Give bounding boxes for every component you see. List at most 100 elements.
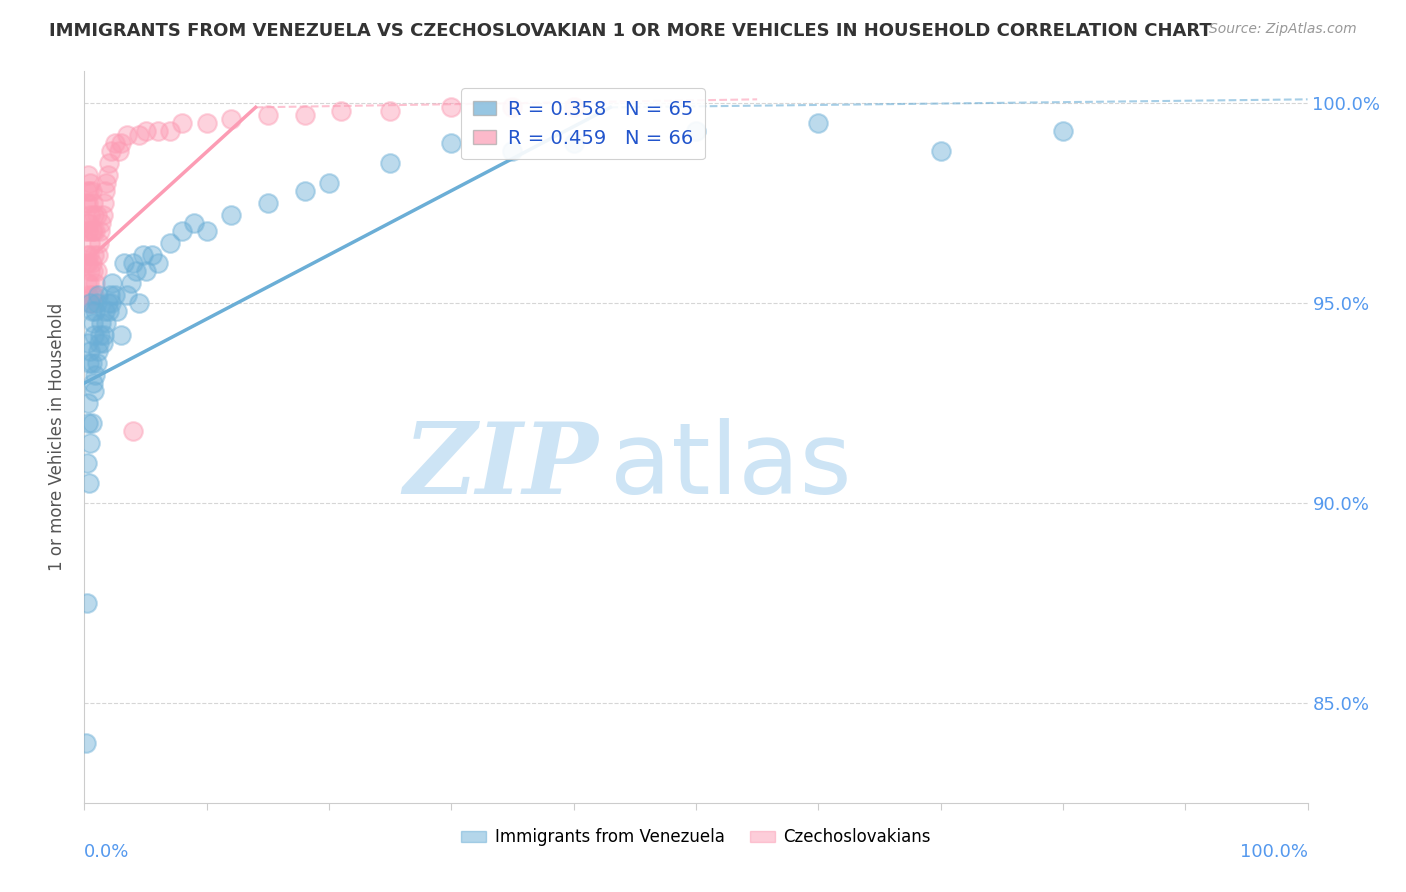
Point [77,196,100,211]
Text: atlas: atlas [610,417,852,515]
Point [80,256,103,270]
Point [685,124,707,138]
Point [80,416,103,430]
Point [75,196,97,211]
Point [183,216,205,230]
Point [83,288,105,302]
Point [380,104,402,119]
Point [562,136,585,151]
Point [87,248,110,262]
Point [122,424,145,438]
Point [77,396,100,410]
Point [132,248,155,262]
Point [91,336,114,351]
Point [80,184,103,198]
Point [77,288,100,302]
Point [330,104,353,119]
Point [104,288,127,302]
Point [93,328,115,343]
Point [76,596,98,610]
Point [79,296,101,310]
Point [90,216,112,230]
Point [77,248,100,262]
Point [98,288,121,302]
Y-axis label: 1 or more Vehicles in Household: 1 or more Vehicles in Household [48,303,66,571]
Point [83,328,105,343]
Point [440,136,463,151]
Point [97,156,120,170]
Point [100,145,122,159]
Point [79,344,101,359]
Point [86,296,108,310]
Point [110,136,132,151]
Point [94,304,117,318]
Point [77,184,100,198]
Point [96,316,118,330]
Point [77,224,100,238]
Point [79,176,101,190]
Point [135,264,157,278]
Point [76,456,98,470]
Point [172,224,194,238]
Point [294,184,316,198]
Point [110,328,132,343]
Legend: Immigrants from Venezuela, Czechoslovakians: Immigrants from Venezuela, Czechoslovaki… [454,822,938,853]
Point [77,356,100,370]
Point [128,128,150,143]
Point [1052,124,1074,138]
Point [75,224,97,238]
Point [90,316,112,330]
Point [76,216,98,230]
Point [100,296,122,310]
Point [105,304,128,318]
Point [257,196,280,211]
Point [79,208,101,222]
Text: 100.0%: 100.0% [1240,843,1308,861]
Point [219,112,242,127]
Point [84,224,107,238]
Point [172,116,194,130]
Point [77,276,100,290]
Point [380,156,402,170]
Point [146,124,169,138]
Point [502,145,524,159]
Text: ZIP: ZIP [404,418,598,515]
Point [115,128,138,143]
Point [97,296,120,310]
Point [502,100,524,114]
Point [77,169,100,183]
Point [562,100,585,114]
Point [135,124,157,138]
Point [195,116,218,130]
Point [318,176,340,190]
Point [807,116,830,130]
Point [125,264,148,278]
Point [101,276,124,290]
Point [79,296,101,310]
Point [84,368,107,383]
Point [93,196,115,211]
Point [79,264,101,278]
Point [294,108,316,122]
Point [91,208,114,222]
Point [75,256,97,270]
Point [112,256,135,270]
Point [76,248,98,262]
Point [107,145,129,159]
Text: Source: ZipAtlas.com: Source: ZipAtlas.com [1209,22,1357,37]
Point [82,264,104,278]
Point [80,304,103,318]
Point [86,208,108,222]
Point [128,296,150,310]
Point [86,264,108,278]
Point [77,256,100,270]
Point [159,124,181,138]
Point [83,248,105,262]
Point [83,208,105,222]
Point [86,356,108,370]
Point [77,476,100,491]
Point [79,236,101,251]
Point [195,224,218,238]
Point [82,196,104,211]
Text: 0.0%: 0.0% [84,843,129,861]
